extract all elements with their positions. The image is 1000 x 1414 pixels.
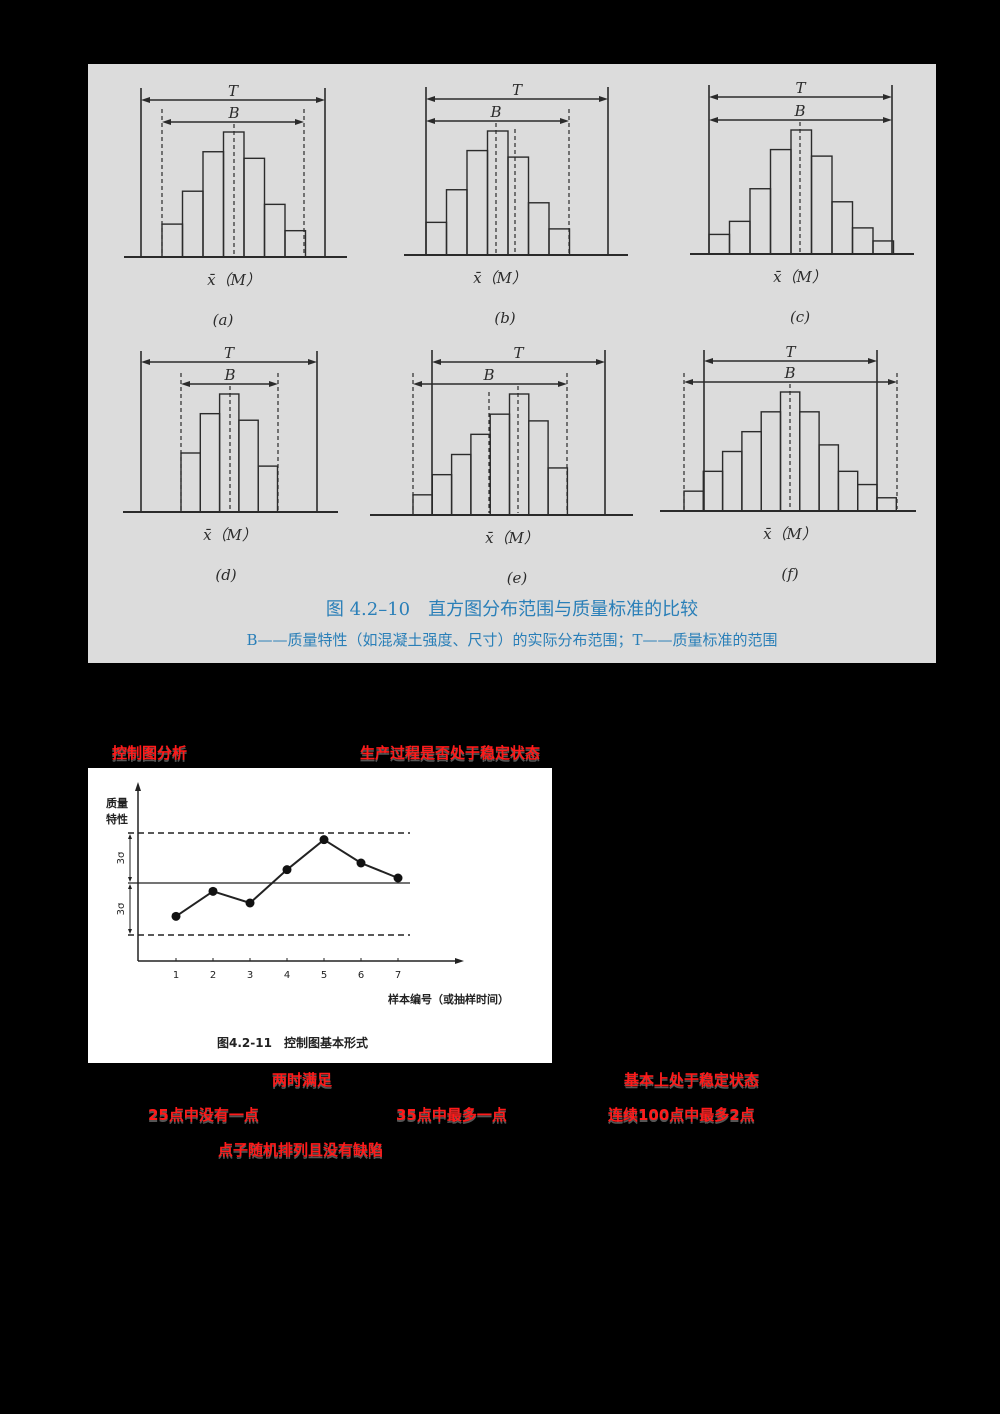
x-tick-label: 5 — [321, 970, 327, 981]
x-tick-label: 3 — [247, 970, 253, 981]
panel-label: (f) — [781, 565, 798, 583]
histogram-b: TBx̄（M） (b) — [404, 81, 628, 327]
panel-label: (a) — [213, 311, 234, 329]
sigma-label: 3σ — [116, 851, 127, 864]
T-label: T — [512, 81, 523, 99]
data-point — [319, 835, 329, 845]
panel-label: (b) — [494, 309, 515, 327]
B-label: B — [223, 366, 235, 384]
histogram-f: TBx̄（M） (f) — [660, 343, 916, 583]
annotation-rule-100: 连续100点中最多2点 — [608, 1106, 755, 1124]
axis-label-x-mean: x̄（M） — [485, 529, 539, 547]
y-axis-label: 质量 — [106, 796, 128, 810]
x-tick-label: 1 — [173, 970, 179, 981]
annotation-rule-25: 25点中没有一点 — [148, 1106, 259, 1124]
panel-label: (e) — [507, 569, 528, 587]
data-point — [171, 911, 181, 921]
data-line — [175, 838, 399, 918]
axis-label-x-mean: x̄（M） — [763, 525, 817, 543]
annotation-stable-question: 生产过程是否处于稳定状态 — [360, 744, 541, 762]
control-chart: 3σ 3σ 质量特性 1 2 3 4 5 6 7 样本编号（或抽样时间） 图4.2-11 控制图基本形… — [106, 782, 509, 1050]
B-label: B — [489, 103, 501, 121]
histogram-grid: TBx̄（M）(a)TBx̄（M）(b)TBx̄（M）(c)TBx̄（M）(d)… — [123, 79, 916, 587]
data-point — [356, 858, 366, 868]
T-label: T — [224, 344, 235, 362]
histogram-e: T Bx̄（M） (e) — [370, 344, 633, 587]
B-label: B — [793, 102, 805, 120]
data-point — [208, 886, 218, 896]
x-tick-label: 4 — [284, 970, 290, 981]
axis-label-x-mean: x̄（M） — [203, 526, 257, 544]
x-tick-label: 6 — [358, 970, 364, 981]
control-chart-caption: 图4.2-11 控制图基本形式 — [217, 1035, 368, 1050]
x-tick-label: 7 — [395, 970, 401, 981]
sigma-label: 3σ — [116, 902, 127, 915]
control-chart-panel: 3σ 3σ 质量特性 1 2 3 4 5 6 7 样本编号（或抽样时间） 图4.2-11 控制图基本形… — [88, 768, 552, 1063]
panel-label: (d) — [215, 566, 236, 584]
data-point — [282, 865, 292, 875]
histogram-c: TBx̄（M） (c) — [690, 79, 914, 326]
annotation-random-pattern: 点子随机排列且没有缺陷 — [218, 1141, 384, 1159]
T-label: T — [513, 344, 524, 362]
B-label: B — [783, 364, 795, 382]
x-tick-label: 2 — [210, 970, 216, 981]
axis-label-x-mean: x̄（M） — [773, 268, 827, 286]
annotation-rule-35: 35点中最多一点 — [396, 1106, 507, 1124]
histogram-caption-legend: B——质量特性（如混凝土强度、尺寸）的实际分布范围；T——质量标准的范围 — [246, 631, 778, 649]
x-axis-label: 样本编号（或抽样时间） — [388, 992, 509, 1006]
panel-label: (c) — [790, 308, 810, 326]
T-label: T — [228, 82, 239, 100]
axis-label-x-mean: x̄（M） — [207, 271, 261, 289]
histogram-a: TBx̄（M） (a) — [124, 82, 347, 329]
data-point — [245, 898, 255, 908]
B-label: B — [482, 366, 494, 384]
T-label: T — [785, 343, 796, 361]
histogram-d: TBx̄（M） (d) — [123, 344, 338, 584]
annotation-basic-stable: 基本上处于稳定状态 — [624, 1071, 760, 1089]
data-point — [393, 873, 403, 883]
y-axis-label: 特性 — [106, 812, 128, 826]
T-label: T — [795, 79, 806, 97]
B-label: B — [227, 104, 239, 122]
annotation-control-chart-analysis: 控制图分析 — [112, 744, 188, 762]
annotation-both-satisfied: 两时满足 — [272, 1071, 333, 1089]
histogram-caption-title: 图 4.2–10 直方图分布范围与质量标准的比较 — [325, 599, 699, 620]
axis-label-x-mean: x̄（M） — [473, 269, 527, 287]
